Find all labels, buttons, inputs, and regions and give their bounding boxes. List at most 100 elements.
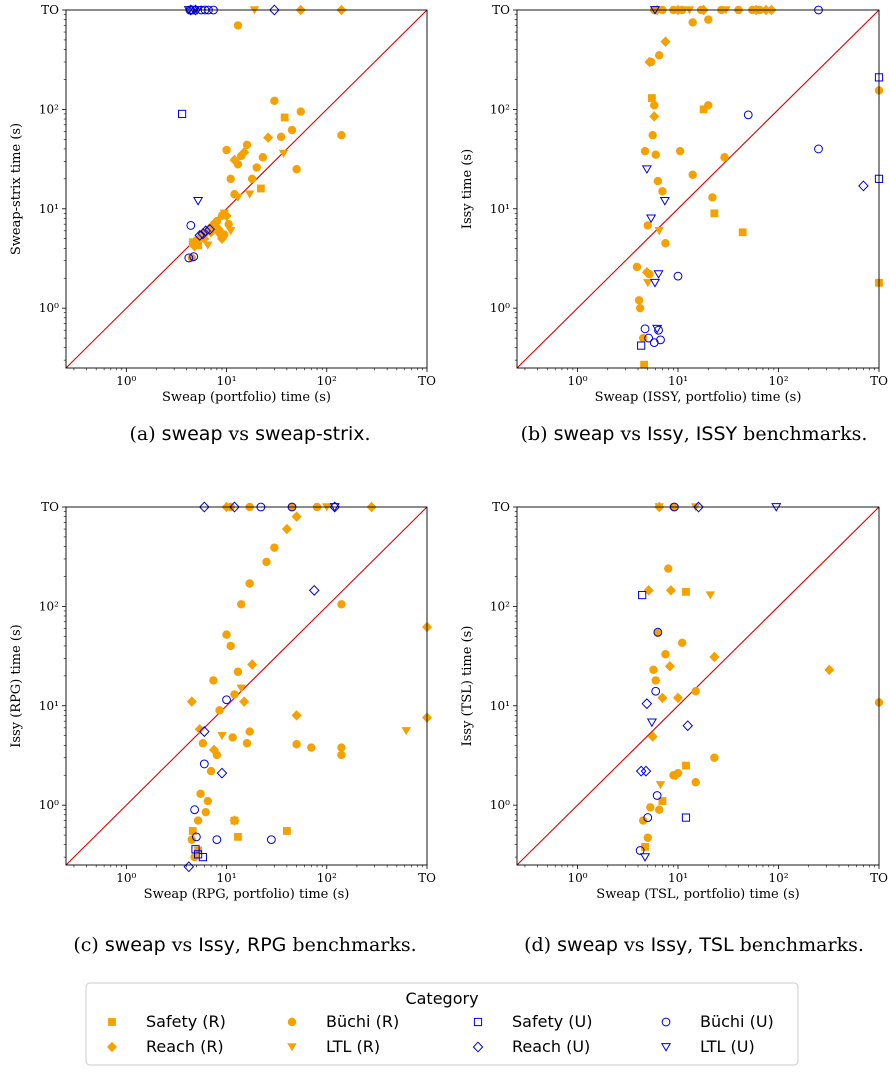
data-point (691, 778, 700, 787)
data-point (648, 130, 657, 140)
data-point (262, 557, 271, 567)
data-point (199, 759, 209, 769)
x-tick-label: 10⁰ (567, 374, 587, 388)
data-point (661, 239, 670, 248)
data-point (199, 726, 210, 738)
data-point (632, 262, 642, 272)
data-point (190, 805, 200, 815)
data-point (638, 816, 648, 825)
data-point (209, 744, 220, 756)
data-point (652, 791, 662, 800)
data-point (193, 197, 204, 206)
y-tick-label: 10² (39, 599, 59, 613)
y-tick-label: 10¹ (490, 699, 510, 713)
data-point (664, 564, 673, 573)
data-point (650, 101, 659, 110)
x-tick-label: 10² (317, 374, 337, 388)
data-point (643, 833, 652, 842)
legend-label: Büchi (U) (700, 1012, 774, 1031)
data-point (197, 228, 209, 240)
data-point (245, 579, 254, 588)
data-point (200, 225, 212, 237)
x-tick-label: 10¹ (668, 871, 688, 885)
data-point (691, 687, 700, 696)
y-tick-label: 10² (39, 102, 59, 116)
y-tick-label: TO (41, 3, 59, 17)
legend-label: Reach (U) (512, 1037, 590, 1056)
y-tick-label: 10¹ (490, 202, 510, 216)
data-point (193, 850, 203, 859)
data-point (660, 36, 671, 47)
data-point (635, 303, 645, 313)
data-point (269, 4, 280, 16)
data-point (229, 154, 240, 166)
data-point (214, 232, 225, 241)
data-point (681, 813, 691, 822)
data-point (670, 770, 681, 781)
data-point (639, 853, 651, 862)
data-point (634, 296, 644, 305)
data-point (291, 710, 302, 721)
data-point (401, 727, 411, 736)
data-point (643, 813, 653, 822)
x-axis-label: Sweap (RPG, portfolio) time (s) (144, 887, 350, 902)
legend-title: Category (405, 989, 478, 1008)
data-point (641, 266, 652, 278)
data-point (665, 585, 676, 596)
data-point (699, 105, 708, 114)
data-point (858, 180, 869, 192)
data-point (244, 190, 255, 199)
scatter-points (183, 501, 433, 873)
data-point (233, 193, 243, 202)
legend-marker (472, 1041, 484, 1053)
legend-marker (473, 1017, 483, 1027)
diagonal-line (517, 10, 879, 368)
data-point (247, 659, 258, 670)
data-point (659, 197, 670, 206)
x-tick-label: 10¹ (668, 374, 688, 388)
legend-label: LTL (R) (326, 1037, 380, 1056)
data-point (672, 692, 684, 704)
data-point (281, 523, 292, 535)
data-point (646, 718, 657, 728)
data-point (209, 676, 218, 685)
data-point (225, 227, 236, 236)
data-point (194, 724, 205, 735)
data-point (278, 149, 289, 158)
data-point (337, 600, 346, 609)
data-point (242, 140, 252, 150)
data-point (217, 731, 227, 741)
data-point (677, 638, 687, 648)
y-tick-label: 10² (490, 102, 510, 116)
data-point (646, 803, 655, 812)
data-point (682, 587, 690, 596)
data-point (193, 816, 203, 825)
data-point (276, 132, 286, 141)
data-point (661, 650, 670, 659)
data-point (199, 501, 210, 513)
scatter-points (632, 4, 884, 369)
data-point (282, 827, 291, 835)
x-tick-label: 10⁰ (116, 871, 136, 885)
data-point (215, 706, 224, 715)
data-point (657, 692, 668, 704)
data-point (270, 543, 279, 552)
data-point (183, 861, 195, 873)
data-point (337, 750, 346, 760)
data-point (292, 165, 301, 174)
data-point (198, 853, 207, 862)
data-point (196, 789, 205, 799)
data-point (228, 733, 237, 742)
data-point (229, 501, 240, 513)
data-point (635, 765, 647, 777)
data-point (191, 845, 200, 854)
y-tick-label: 10¹ (39, 699, 59, 713)
data-point (743, 110, 753, 120)
y-tick-label: 10⁰ (39, 798, 59, 812)
x-axis-label: Sweap (TSL, portfolio) time (s) (596, 887, 799, 902)
data-point (219, 209, 230, 218)
data-point (186, 696, 197, 707)
data-point (655, 805, 664, 814)
axes-frame (516, 9, 880, 369)
data-point (653, 270, 664, 279)
